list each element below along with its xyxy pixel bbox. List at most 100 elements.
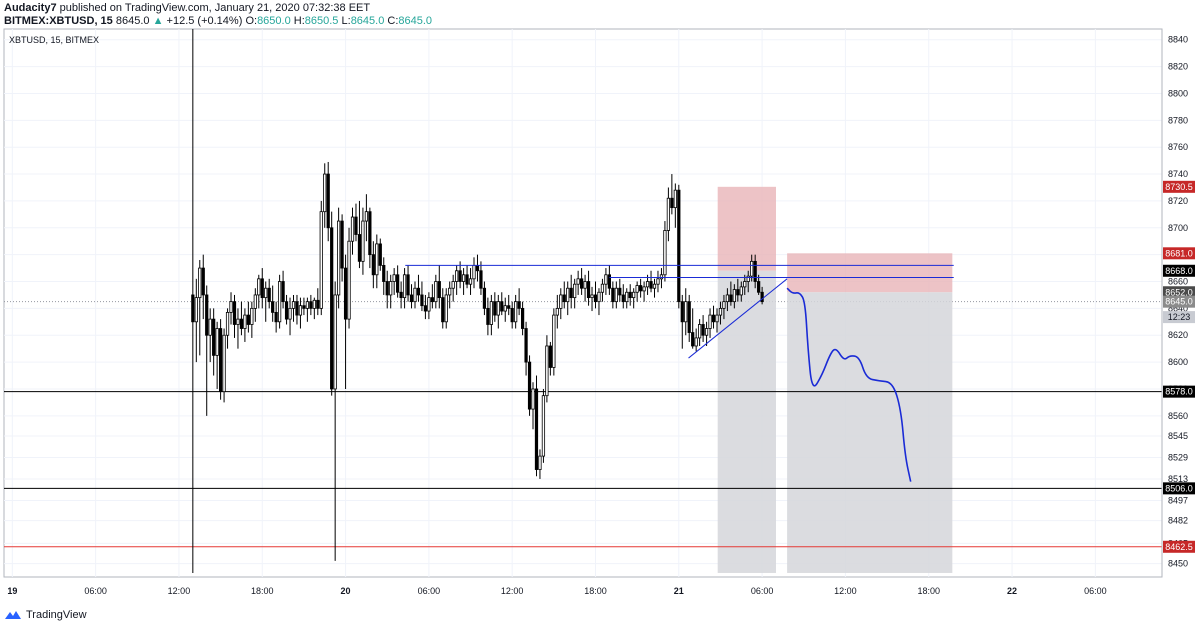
high-label: H: xyxy=(293,15,305,27)
y-tick-label: 8740 xyxy=(1168,169,1188,179)
candle-up xyxy=(732,289,736,303)
candle-down xyxy=(757,281,761,293)
candle-up xyxy=(305,301,309,309)
candle-up xyxy=(531,388,535,410)
candle-down xyxy=(368,211,372,256)
candle-down xyxy=(507,305,511,309)
footer-brand[interactable]: TradingView xyxy=(26,609,87,621)
candle-up xyxy=(364,211,369,222)
candle-down xyxy=(191,294,195,323)
candle-up xyxy=(635,285,639,293)
candle-up xyxy=(545,345,549,397)
candle-up xyxy=(597,291,601,303)
price-label-box xyxy=(1163,385,1195,398)
candle-down xyxy=(357,234,362,262)
candle-down xyxy=(524,328,528,363)
candle-up xyxy=(555,307,559,316)
price-label: 8668.0 xyxy=(1165,266,1193,276)
candle-up xyxy=(451,281,455,289)
candle-down xyxy=(628,291,632,299)
candle-down xyxy=(302,305,306,309)
candle-down xyxy=(465,274,469,285)
price-label: 8645.0 xyxy=(1165,297,1193,307)
footer: TradingView xyxy=(4,607,87,623)
candle-down xyxy=(354,216,358,235)
candle-up xyxy=(743,281,747,288)
candle-down xyxy=(267,287,271,303)
candle-down xyxy=(423,305,428,312)
y-tick-label: 8660 xyxy=(1168,277,1188,287)
candle-up xyxy=(722,301,726,309)
y-tick-label: 8600 xyxy=(1168,357,1188,367)
y-tick-label: 8840 xyxy=(1168,35,1188,45)
candle-up xyxy=(448,287,452,296)
candle-up xyxy=(312,299,316,309)
candle-up xyxy=(298,305,303,316)
candle-up xyxy=(698,324,702,339)
candle-up xyxy=(468,278,473,285)
y-tick-label: 8760 xyxy=(1168,142,1188,152)
stop-loss-zone xyxy=(787,253,953,293)
time-axis[interactable]: 19 06:00 12:00 18:00 20 06:00 12:00 18:00 21 06:0… xyxy=(7,586,1106,596)
candle-down xyxy=(677,189,681,303)
candle-down xyxy=(330,227,334,390)
candle-up xyxy=(461,274,466,282)
candle-down xyxy=(378,243,382,266)
candle-up xyxy=(583,281,587,289)
x-tick-label: 06:00 xyxy=(418,586,441,596)
candle-up xyxy=(288,307,292,320)
price-chart[interactable]: 8840882088008780876087408720870086808660… xyxy=(0,28,1200,606)
candle-up xyxy=(250,307,254,325)
candle-down xyxy=(621,294,625,303)
x-tick-label: 12:00 xyxy=(168,586,191,596)
candle-down xyxy=(593,294,598,303)
candle-down xyxy=(205,294,209,336)
price-label: 8730.5 xyxy=(1165,182,1193,192)
candle-down xyxy=(569,287,573,299)
candle-down xyxy=(687,301,691,333)
candle-down xyxy=(309,301,313,309)
y-tick-label: 8620 xyxy=(1168,330,1188,340)
candle-down xyxy=(493,301,497,316)
candle-up xyxy=(625,291,629,303)
candle-up xyxy=(253,294,257,309)
candle-up xyxy=(552,314,556,368)
candle-up xyxy=(642,286,646,292)
take-profit-zone xyxy=(787,292,953,573)
low-value: 8645.0 xyxy=(350,15,385,27)
x-tick-label: 18:00 xyxy=(251,586,274,596)
x-tick-label: 20 xyxy=(341,586,351,596)
y-tick-label: 8560 xyxy=(1168,411,1188,421)
candle-up xyxy=(194,297,198,323)
candle-down xyxy=(520,307,525,329)
take-profit-zone xyxy=(717,270,776,573)
candle-up xyxy=(278,281,282,323)
tradingview-logo-icon[interactable] xyxy=(4,609,22,621)
price-label-box xyxy=(1163,311,1195,324)
candle-down xyxy=(482,287,487,309)
candle-down xyxy=(618,287,622,296)
candle-up xyxy=(694,337,698,347)
price-label: 8681.0 xyxy=(1165,248,1193,258)
candle-down xyxy=(736,289,740,296)
candle-down xyxy=(406,274,410,296)
candle-down xyxy=(534,388,539,470)
candle-up xyxy=(333,294,337,390)
price-label: 8462.5 xyxy=(1165,542,1193,552)
horizontal-lines xyxy=(4,391,1162,548)
candle-down xyxy=(326,173,330,229)
candle-down xyxy=(385,281,389,296)
x-tick-label: 06:00 xyxy=(84,586,107,596)
candle-down xyxy=(437,281,441,299)
candle-down xyxy=(420,294,424,307)
y-tick-label: 8700 xyxy=(1168,223,1188,233)
y-tick-label: 8720 xyxy=(1168,196,1188,206)
author-name[interactable]: Audacity7 xyxy=(4,2,57,14)
plot-area[interactable] xyxy=(3,28,1163,578)
candle-down xyxy=(579,278,584,289)
x-tick-label: 06:00 xyxy=(1084,586,1107,596)
candle-down xyxy=(479,270,483,289)
candle-down xyxy=(649,281,653,289)
candle-down xyxy=(295,301,299,316)
